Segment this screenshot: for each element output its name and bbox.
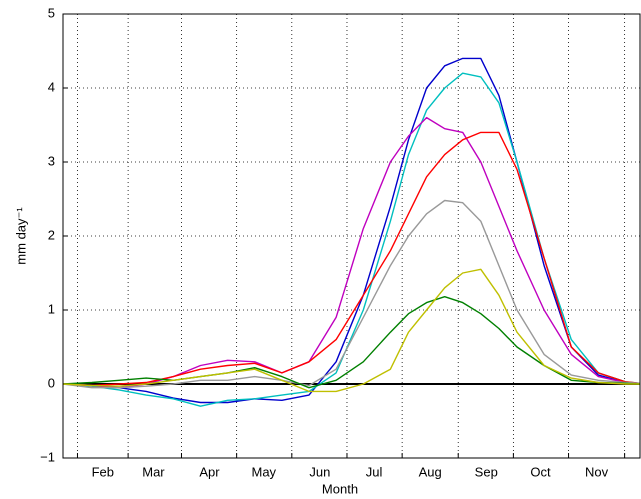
y-tick-label: 4 <box>48 79 55 94</box>
x-tick-label: Oct <box>530 464 551 479</box>
series-line <box>62 57 641 404</box>
series-line <box>62 268 640 393</box>
x-tick-label: Nov <box>585 464 609 479</box>
series-line <box>62 199 641 389</box>
x-tick-label: Feb <box>92 464 114 479</box>
y-tick-label: −1 <box>40 449 55 464</box>
plot-frame <box>62 13 641 459</box>
y-tick-label: 1 <box>48 301 55 316</box>
y-tick-label: 5 <box>48 5 55 20</box>
y-tick-label: 3 <box>48 153 55 168</box>
series-line <box>62 131 641 387</box>
y-tick-label: 2 <box>48 227 55 242</box>
series-line <box>62 72 641 407</box>
x-tick-label: Aug <box>419 464 442 479</box>
x-tick-label: Jul <box>366 464 383 479</box>
series-line <box>62 116 641 389</box>
x-tick-label: Apr <box>199 464 220 479</box>
x-tick-label: Mar <box>142 464 165 479</box>
y-axis-label: mm day⁻¹ <box>13 207 28 265</box>
x-tick-label: May <box>251 464 276 479</box>
y-tick-label: 0 <box>48 375 55 390</box>
x-axis-label: Month <box>322 481 358 496</box>
x-tick-label: Jun <box>309 464 330 479</box>
x-tick-label: Sep <box>475 464 498 479</box>
